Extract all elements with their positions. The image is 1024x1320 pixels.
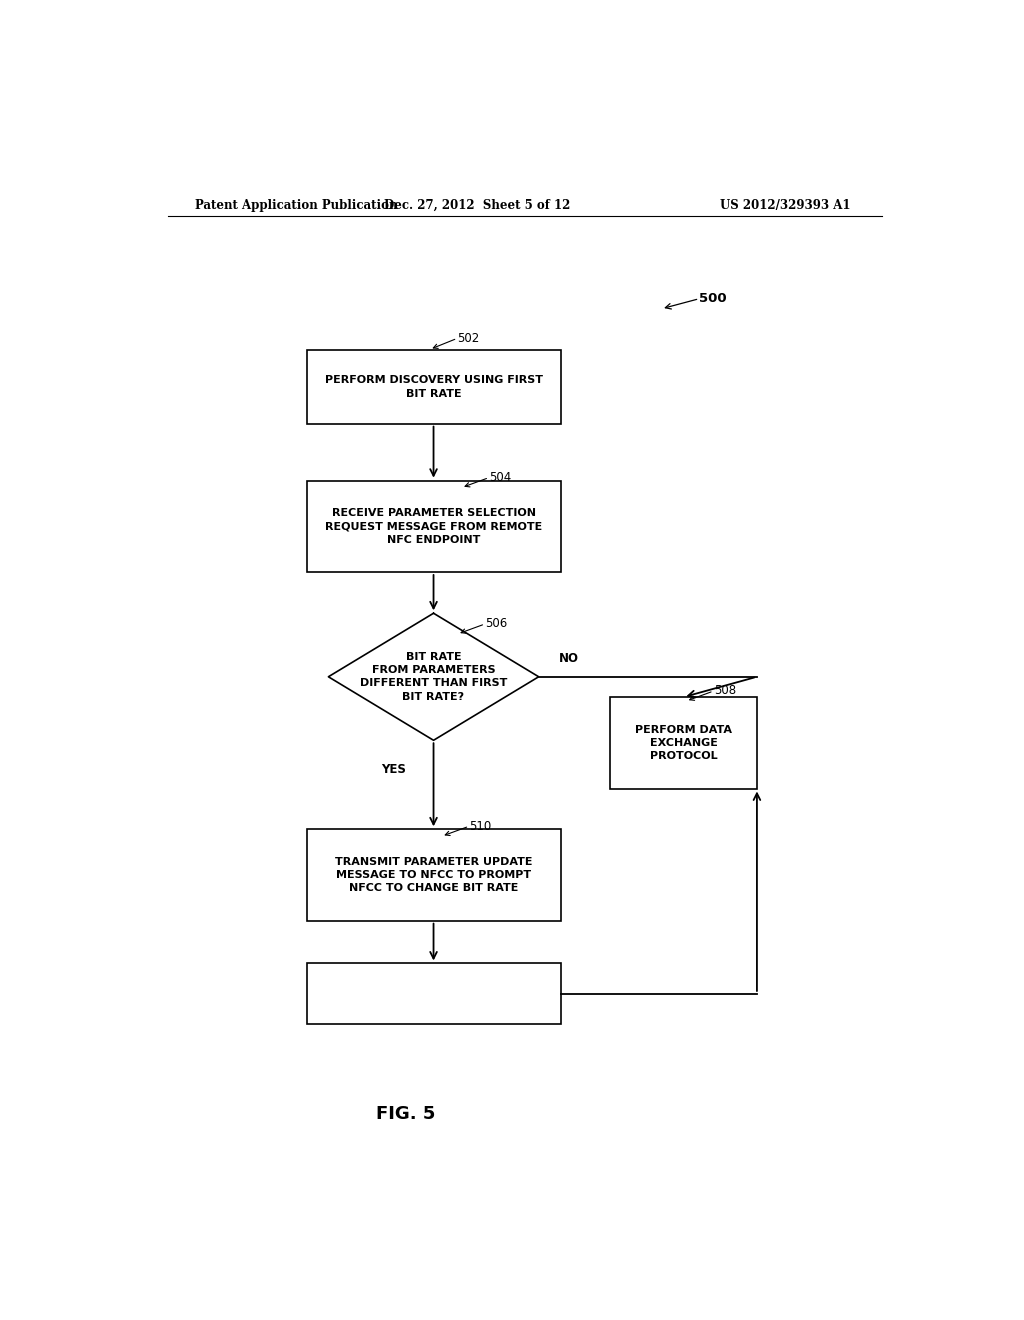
Text: BIT RATE
FROM PARAMETERS
DIFFERENT THAN FIRST
BIT RATE?: BIT RATE FROM PARAMETERS DIFFERENT THAN …: [359, 652, 507, 701]
FancyBboxPatch shape: [306, 829, 560, 921]
Text: NO: NO: [558, 652, 579, 664]
FancyBboxPatch shape: [306, 480, 560, 572]
Text: RECEIVE PARAMETER SELECTION
REQUEST MESSAGE FROM REMOTE
NFC ENDPOINT: RECEIVE PARAMETER SELECTION REQUEST MESS…: [325, 508, 542, 545]
Text: 502: 502: [458, 331, 479, 345]
Text: PERFORM DISCOVERY USING FIRST
BIT RATE: PERFORM DISCOVERY USING FIRST BIT RATE: [325, 375, 543, 399]
Text: 508: 508: [714, 685, 736, 697]
Text: 504: 504: [489, 471, 511, 484]
Text: YES: YES: [381, 763, 406, 776]
Text: 506: 506: [485, 618, 507, 631]
Text: TRANSMIT PARAMETER UPDATE
MESSAGE TO NFCC TO PROMPT
NFCC TO CHANGE BIT RATE: TRANSMIT PARAMETER UPDATE MESSAGE TO NFC…: [335, 857, 532, 894]
Text: Patent Application Publication: Patent Application Publication: [196, 198, 398, 211]
Text: US 2012/329393 A1: US 2012/329393 A1: [720, 198, 850, 211]
FancyBboxPatch shape: [306, 964, 560, 1024]
Text: 510: 510: [469, 820, 492, 833]
Text: FIG. 5: FIG. 5: [376, 1105, 435, 1123]
Text: 500: 500: [699, 292, 727, 305]
FancyBboxPatch shape: [306, 351, 560, 424]
Polygon shape: [329, 614, 539, 741]
Text: Dec. 27, 2012  Sheet 5 of 12: Dec. 27, 2012 Sheet 5 of 12: [384, 198, 570, 211]
FancyBboxPatch shape: [610, 697, 757, 788]
Text: PERFORM DATA
EXCHANGE
PROTOCOL: PERFORM DATA EXCHANGE PROTOCOL: [635, 725, 732, 762]
